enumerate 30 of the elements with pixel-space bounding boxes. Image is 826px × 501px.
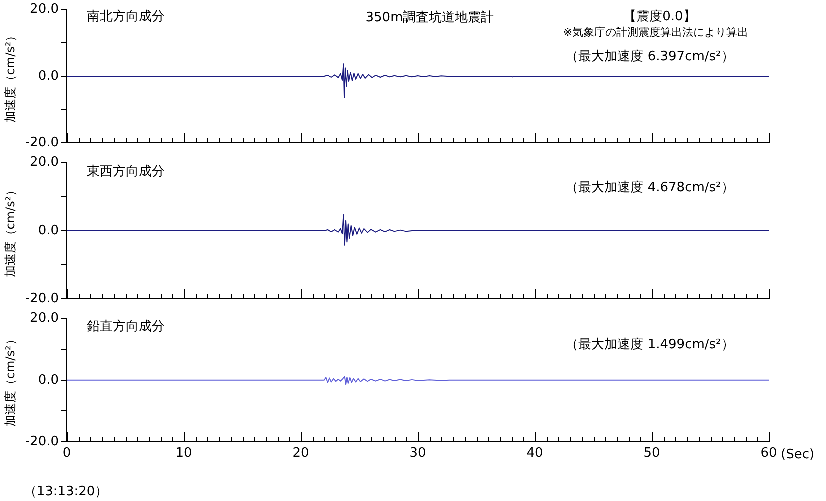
y-axis-title: 加速度（cm/s²） (3, 184, 18, 278)
y-tick-label: -20.0 (25, 292, 59, 307)
y-tick-label: 20.0 (30, 155, 59, 170)
x-tick-label: 60 (760, 446, 778, 462)
chart-title: 鉛直方向成分 (87, 318, 165, 334)
y-axis-title: 加速度（cm/s²） (3, 334, 18, 428)
y-tick-label: 20.0 (30, 311, 59, 326)
y-tick-label: 20.0 (30, 2, 59, 18)
annotation: （最大加速度 4.678cm/s²） (566, 179, 734, 196)
y-tick-label: -20.0 (25, 136, 59, 151)
y-tick-label: 0.0 (38, 372, 59, 388)
x-tick-label: 40 (526, 446, 544, 462)
annotation: （最大加速度 1.499cm/s²） (566, 336, 734, 352)
x-tick-label: 10 (176, 446, 192, 462)
annotation: ※気象庁の計測震度算出法により算出 (563, 26, 749, 39)
annotation: 【震度0.0】 (624, 8, 696, 24)
x-tick-label: 50 (644, 446, 660, 462)
chart-title: 東西方向成分 (87, 163, 165, 180)
x-axis-title: (Sec) (781, 447, 815, 462)
x-tick-label: 20 (292, 446, 310, 462)
y-tick-label: 0.0 (38, 68, 59, 84)
x-tick-label: 0 (62, 446, 72, 462)
chart-title: 南北方向成分 (87, 8, 165, 24)
y-axis-title: 加速度（cm/s²） (3, 30, 18, 124)
annotation: 350m調査坑道地震計 (366, 10, 494, 26)
text: （13:13:20） (24, 484, 108, 500)
x-tick-label: 30 (410, 446, 426, 462)
y-tick-label: 0.0 (38, 223, 59, 238)
annotation: （最大加速度 6.397cm/s²） (566, 48, 734, 64)
y-tick-label: -20.0 (25, 434, 59, 450)
